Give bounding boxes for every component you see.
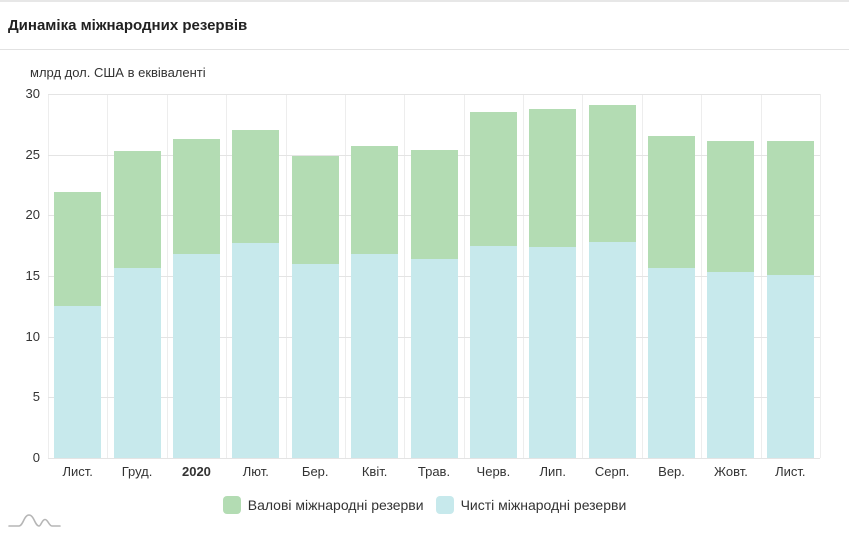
mini-area-chart-icon [8, 514, 61, 527]
horizontal-gridline [48, 458, 820, 459]
gross-reserves-swatch-icon [222, 496, 241, 514]
x-axis-labels: Лист. Груд. 2020 Лют. Бер. Квіт. Трав. Черв. Лип… [48, 464, 820, 484]
y-axis-labels: 0 5 10 15 20 25 30 [0, 86, 42, 465]
bar-net-reserves[interactable] [113, 267, 161, 458]
bar-net-reserves[interactable] [54, 306, 102, 458]
bar-net-reserves[interactable] [469, 245, 517, 458]
y-tick-label: 30 [25, 86, 40, 101]
x-tick-label: Трав. [417, 464, 451, 479]
x-tick-label: Бер. [301, 464, 329, 479]
bar-net-reserves[interactable] [351, 254, 399, 458]
bar-net-reserves[interactable] [172, 254, 220, 458]
x-tick-label: Груд. [121, 464, 153, 479]
bar-net-reserves[interactable] [410, 259, 458, 458]
x-tick-label: Лют. [242, 464, 269, 479]
x-tick-label: 2020 [181, 464, 211, 479]
net-reserves-swatch-icon [435, 496, 454, 514]
bar-net-reserves[interactable] [232, 243, 280, 458]
x-tick-label: Жовт. [713, 464, 748, 479]
bar-net-reserves[interactable] [291, 263, 339, 458]
legend-label-net-reserves: Чисті міжнародні резерви [460, 497, 627, 513]
y-tick-label: 15 [25, 268, 40, 283]
chart-title: Динаміка міжнародних резервів [8, 17, 248, 34]
bar-net-reserves[interactable] [707, 272, 755, 458]
x-tick-label: Черв. [476, 464, 511, 479]
plot-area [48, 94, 821, 459]
x-tick-label: Вер. [658, 464, 685, 479]
x-tick-label: Квіт. [361, 464, 388, 479]
x-tick-label: Лип. [539, 464, 566, 479]
y-tick-label: 10 [25, 328, 40, 344]
x-tick-label: Лист. [775, 464, 806, 479]
legend-item-gross-reserves[interactable]: Валові міжнародні резерви [222, 496, 424, 514]
legend: Валові міжнародні резерви Чисті міжнарод… [0, 496, 849, 514]
y-tick-label: 5 [32, 389, 40, 405]
y-tick-label: 20 [25, 207, 40, 223]
y-tick-label: 25 [25, 146, 40, 162]
legend-label-gross-reserves: Валові міжнародні резерви [247, 497, 424, 513]
legend-item-net-reserves[interactable]: Чисті міжнародні резерви [435, 496, 627, 514]
bar-net-reserves[interactable] [766, 274, 814, 458]
chart-header: Динаміка міжнародних резервів [0, 2, 849, 50]
horizontal-gridline [48, 94, 820, 95]
y-axis-unit-label: млрд дол. США в еквіваленті [30, 65, 206, 80]
y-tick-label: 0 [32, 450, 40, 465]
bar-net-reserves[interactable] [529, 246, 577, 458]
x-tick-label: Лист. [62, 464, 93, 479]
bar-net-reserves[interactable] [588, 242, 636, 458]
bar-net-reserves[interactable] [648, 267, 696, 458]
x-tick-label: Серп. [594, 464, 630, 479]
vertical-gridline [820, 94, 821, 458]
